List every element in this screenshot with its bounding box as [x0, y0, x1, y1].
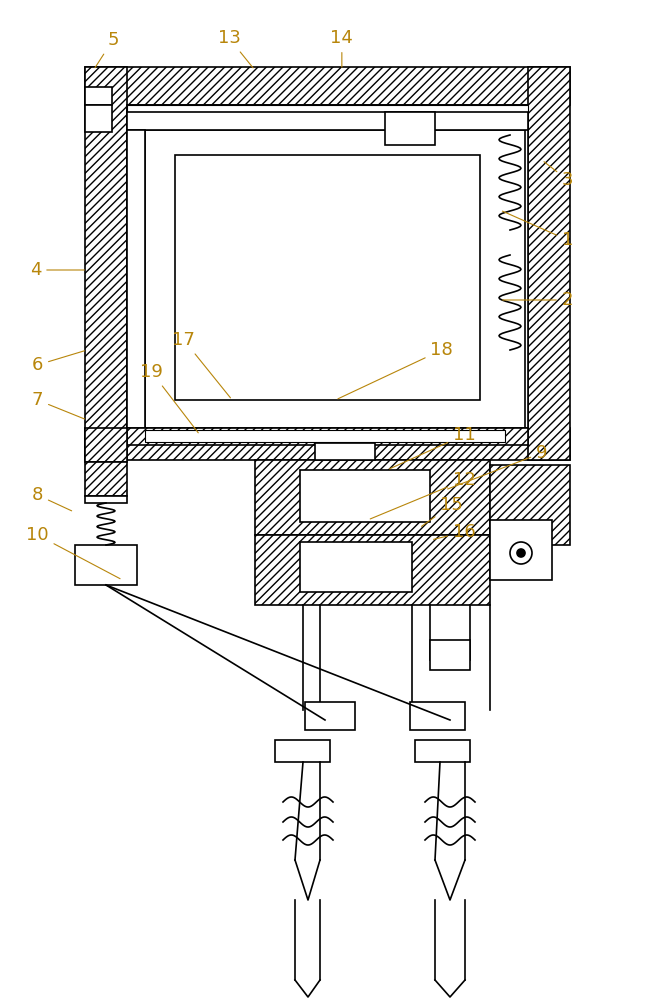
Bar — [415, 740, 470, 762]
Bar — [85, 428, 127, 462]
Bar — [127, 112, 528, 130]
Text: 11: 11 — [390, 426, 476, 469]
Bar — [255, 460, 490, 535]
Bar — [430, 640, 470, 670]
Bar — [300, 470, 430, 522]
Text: 4: 4 — [30, 261, 84, 279]
Bar — [85, 428, 570, 460]
Bar — [85, 67, 570, 105]
Bar — [127, 428, 528, 445]
Bar — [75, 545, 137, 585]
Bar — [300, 542, 412, 592]
Bar — [127, 105, 528, 112]
Text: 17: 17 — [172, 331, 230, 398]
Bar — [410, 702, 465, 730]
Bar — [85, 67, 127, 460]
Bar — [275, 740, 330, 762]
Bar — [145, 430, 505, 442]
Text: 5: 5 — [95, 31, 119, 68]
Text: 14: 14 — [330, 29, 353, 67]
Bar — [145, 130, 525, 428]
Bar — [85, 496, 127, 503]
Bar — [255, 535, 490, 605]
Bar — [528, 67, 570, 460]
Text: 12: 12 — [370, 471, 476, 519]
Bar — [127, 105, 528, 428]
Bar — [385, 112, 435, 145]
Bar — [490, 465, 570, 545]
Bar — [315, 443, 375, 460]
Bar — [85, 105, 112, 132]
Bar — [85, 462, 127, 496]
Text: 2: 2 — [502, 291, 573, 309]
Text: 10: 10 — [26, 526, 120, 579]
Bar — [305, 702, 355, 730]
Text: 9: 9 — [448, 444, 548, 489]
Bar — [490, 520, 552, 580]
Text: 6: 6 — [32, 351, 84, 374]
Text: 18: 18 — [338, 341, 453, 399]
Circle shape — [517, 549, 525, 557]
Bar — [127, 130, 145, 428]
Text: 7: 7 — [32, 391, 84, 419]
Bar — [175, 155, 480, 400]
Text: 13: 13 — [217, 29, 253, 68]
Text: 3: 3 — [544, 162, 573, 189]
Text: 16: 16 — [433, 523, 476, 541]
Text: 19: 19 — [140, 363, 198, 433]
Bar — [85, 87, 112, 105]
Text: 1: 1 — [502, 211, 573, 249]
Text: 15: 15 — [422, 496, 463, 526]
Text: 8: 8 — [32, 486, 72, 511]
